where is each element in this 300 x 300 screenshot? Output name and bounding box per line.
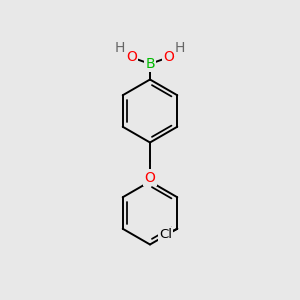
Text: H: H [175,41,185,55]
Text: O: O [145,171,155,184]
Text: Cl: Cl [159,228,172,241]
Text: O: O [163,50,174,64]
Text: B: B [145,57,155,71]
Text: H: H [115,41,125,55]
Text: O: O [126,50,137,64]
